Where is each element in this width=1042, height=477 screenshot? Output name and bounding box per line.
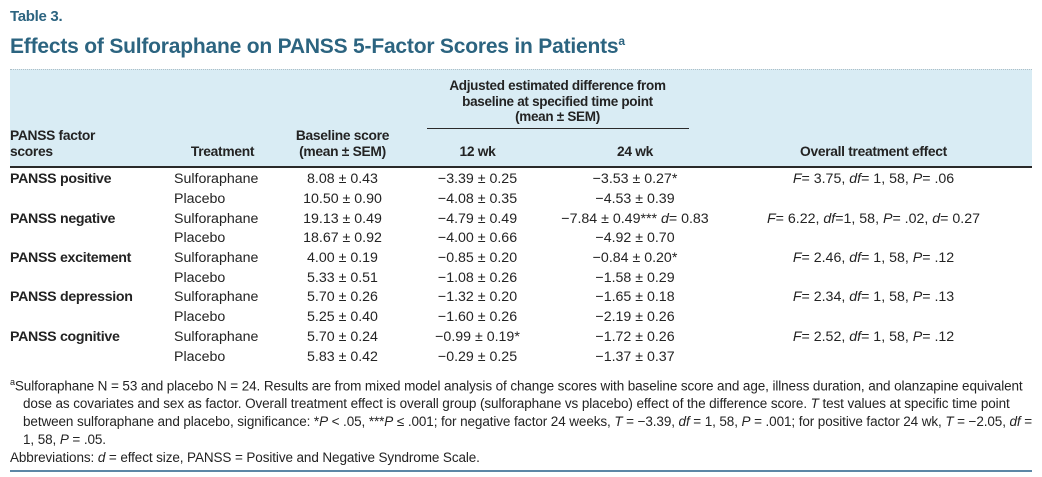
- adjusted-difference-line3: (mean ± SEM): [515, 109, 600, 124]
- table-row: PANSS excitement Sulforaphane 4.00 ± 0.1…: [10, 249, 1032, 269]
- cell-24wk: −1.37 ± 0.37: [595, 348, 675, 365]
- col-header-24wk: 24 wk: [616, 144, 654, 159]
- cell-24wk: −2.19 ± 0.26: [595, 309, 675, 326]
- cell-baseline: 19.13 ± 0.49: [303, 210, 382, 227]
- col-header-factor-line1: PANSS factor: [10, 128, 96, 143]
- adjusted-difference-line1: Adjusted estimated difference from: [449, 78, 666, 93]
- table-title-superscript: a: [618, 34, 625, 48]
- cell-12wk: −4.00 ± 0.66: [437, 230, 518, 247]
- cell-baseline: 5.70 ± 0.26: [307, 289, 378, 306]
- table-row: PANSS depression Sulforaphane 5.70 ± 0.2…: [10, 288, 1032, 308]
- cell-12wk: −0.99 ± 0.19*: [435, 328, 520, 345]
- table-title-text: Effects of Sulforaphane on PANSS 5-Facto…: [10, 35, 619, 58]
- cell-overall-effect: F= 2.46, df= 1, 58, P= .12: [792, 250, 955, 267]
- cell-24wk: −1.58 ± 0.29: [595, 269, 675, 286]
- cell-baseline: 10.50 ± 0.90: [303, 191, 382, 208]
- cell-overall-effect: F= 6.22, df=1, 58, P= .02, d= 0.27: [766, 210, 981, 227]
- cell-24wk: −4.92 ± 0.70: [595, 230, 675, 247]
- table-row: Placebo 5.33 ± 0.51 −1.08 ± 0.26 −1.58 ±…: [10, 268, 1032, 288]
- cell-baseline: 8.08 ± 0.43: [307, 171, 378, 188]
- cell-treatment: Sulforaphane: [174, 210, 259, 227]
- cell-overall-effect: F= 3.75, df= 1, 58, P= .06: [792, 171, 955, 188]
- cell-24wk: −7.84 ± 0.49*** d= 0.83: [561, 210, 709, 227]
- table-header-row: PANSS factor scores Treatment Baseline s…: [10, 69, 1032, 168]
- table-caption: Table 3. Effects of Sulforaphane on PANS…: [0, 0, 1042, 60]
- cell-factor: PANSS positive: [10, 171, 112, 188]
- table-body: PANSS positive Sulforaphane 8.08 ± 0.43 …: [10, 170, 1032, 367]
- cell-24wk: −1.65 ± 0.18: [595, 289, 675, 306]
- adjusted-difference-header-text: Adjusted estimated difference from basel…: [400, 78, 715, 125]
- col-header-factor-line2: scores: [10, 144, 53, 159]
- footnote-a-text: Sulforaphane N = 53 and placebo N = 24. …: [14, 378, 1033, 448]
- table-row: Placebo 5.25 ± 0.40 −1.60 ± 0.26 −2.19 ±…: [10, 308, 1032, 328]
- cell-treatment: Placebo: [174, 230, 226, 247]
- cell-baseline: 5.33 ± 0.51: [307, 269, 378, 286]
- cell-factor: PANSS negative: [10, 210, 116, 227]
- adjusted-difference-line2: baseline at specified time point: [462, 93, 653, 109]
- cell-factor: PANSS excitement: [10, 250, 132, 267]
- cell-factor: PANSS cognitive: [10, 328, 120, 345]
- cell-factor: PANSS depression: [10, 289, 133, 306]
- cell-overall-effect: F= 2.34, df= 1, 58, P= .13: [792, 289, 955, 306]
- cell-12wk: −1.32 ± 0.20: [437, 289, 518, 306]
- cell-baseline: 4.00 ± 0.19: [307, 250, 378, 267]
- table-row: Placebo 5.83 ± 0.42 −0.29 ± 0.25 −1.37 ±…: [10, 347, 1032, 367]
- cell-treatment: Placebo: [174, 191, 226, 208]
- cell-12wk: −3.39 ± 0.25: [437, 171, 518, 188]
- timepoint-subheaders: 12 wk 24 wk: [400, 144, 715, 160]
- cell-12wk: −1.60 ± 0.26: [437, 309, 518, 326]
- col-header-12wk: 12 wk: [459, 144, 496, 159]
- col-header-baseline-line2: (mean ± SEM): [299, 144, 386, 159]
- col-header-adjusted-difference-group: Adjusted estimated difference from basel…: [400, 77, 715, 160]
- col-header-baseline-line1: Baseline score: [295, 128, 390, 143]
- footnote-a-superscript: a: [10, 376, 15, 387]
- cell-12wk: −0.85 ± 0.20: [437, 250, 518, 267]
- cell-24wk: −0.84 ± 0.20*: [592, 250, 678, 267]
- cell-24wk: −3.53 ± 0.27*: [592, 171, 678, 188]
- table-title: Effects of Sulforaphane on PANSS 5-Facto…: [10, 28, 1032, 60]
- cell-baseline: 5.70 ± 0.24: [307, 328, 378, 345]
- cell-treatment: Placebo: [174, 348, 226, 365]
- col-header-panss-factor-scores: PANSS factor scores: [10, 128, 160, 160]
- cell-treatment: Placebo: [174, 269, 226, 286]
- table-row: PANSS negative Sulforaphane 19.13 ± 0.49…: [10, 209, 1032, 229]
- cell-baseline: 5.25 ± 0.40: [307, 309, 378, 326]
- cell-baseline: 18.67 ± 0.92: [303, 230, 382, 247]
- cell-treatment: Sulforaphane: [174, 250, 259, 267]
- footnotes: aSulforaphane N = 53 and placebo N = 24.…: [10, 374, 1032, 467]
- footnote-a: aSulforaphane N = 53 and placebo N = 24.…: [10, 374, 1032, 449]
- cell-treatment: Sulforaphane: [174, 171, 259, 188]
- table-row: PANSS cognitive Sulforaphane 5.70 ± 0.24…: [10, 328, 1032, 348]
- cell-12wk: −4.79 ± 0.49: [437, 210, 518, 227]
- cell-baseline: 5.83 ± 0.42: [307, 348, 378, 365]
- table-row: Placebo 18.67 ± 0.92 −4.00 ± 0.66 −4.92 …: [10, 229, 1032, 249]
- adjusted-difference-underline: [426, 127, 689, 129]
- cell-24wk: −4.53 ± 0.39: [595, 191, 675, 208]
- cell-treatment: Sulforaphane: [174, 328, 259, 345]
- table-number-label: Table 3.: [10, 8, 63, 25]
- table-row: PANSS positive Sulforaphane 8.08 ± 0.43 …: [10, 170, 1032, 190]
- table-row: Placebo 10.50 ± 0.90 −4.08 ± 0.35 −4.53 …: [10, 190, 1032, 210]
- cell-24wk: −1.72 ± 0.26: [595, 328, 675, 345]
- col-header-baseline-score: Baseline score (mean ± SEM): [285, 128, 400, 160]
- col-header-overall-treatment-effect: Overall treatment effect: [800, 144, 947, 159]
- bottom-rule: [10, 469, 1032, 472]
- cell-treatment: Sulforaphane: [174, 289, 259, 306]
- cell-treatment: Placebo: [174, 309, 226, 326]
- abbreviations-line: Abbreviations: d = effect size, PANSS = …: [10, 450, 480, 465]
- cell-overall-effect: F= 2.52, df= 1, 58, P= .12: [792, 328, 955, 345]
- cell-12wk: −4.08 ± 0.35: [437, 191, 518, 208]
- cell-12wk: −0.29 ± 0.25: [437, 348, 518, 365]
- col-header-treatment: Treatment: [190, 144, 255, 159]
- cell-12wk: −1.08 ± 0.26: [437, 269, 518, 286]
